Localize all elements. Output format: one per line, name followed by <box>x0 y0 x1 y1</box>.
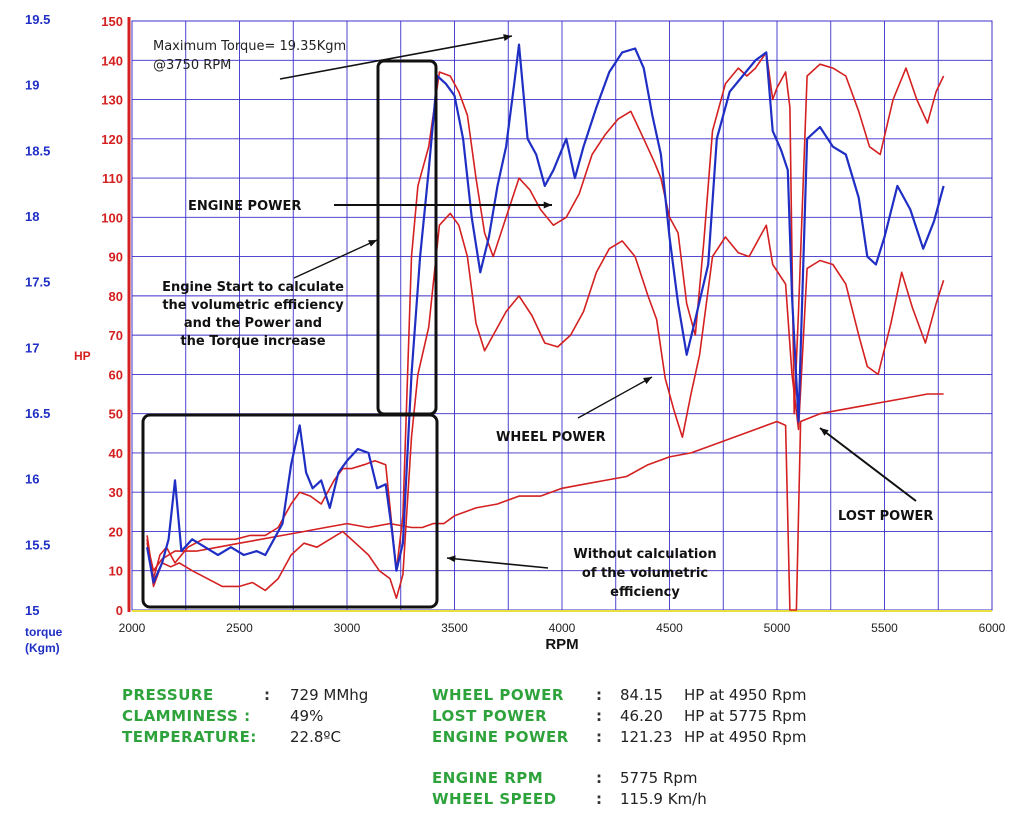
stat-engine-power-colon: : <box>596 728 602 746</box>
x-tick-label: 3000 <box>334 621 361 635</box>
hp-tick-label: 90 <box>109 250 123 265</box>
lost-power-arrow <box>819 427 917 502</box>
wheel-power-arrow-head <box>643 377 652 385</box>
stat-engine-power-unit: HP at 4950 Rpm <box>684 728 807 746</box>
engine-start-label-line: and the Power and <box>184 316 322 331</box>
stat-pressure-label: PRESSURE <box>122 686 214 704</box>
torque-tick-label: 15 <box>25 603 39 618</box>
torque-tick-label: 15.5 <box>25 537 50 552</box>
without-calc-label-line: of the volumetric <box>582 566 708 581</box>
torque-tick-label: 18 <box>25 209 39 224</box>
hp-tick-label: 130 <box>101 93 123 108</box>
torque-axis-label: torque <box>25 625 63 639</box>
without-calc-box <box>141 413 439 609</box>
hp-tick-label: 0 <box>116 603 123 618</box>
hp-tick-label: 140 <box>101 53 123 68</box>
stat-lost-power-label: LOST POWER <box>432 707 548 725</box>
hp-tick-label: 50 <box>109 407 123 422</box>
torque-tick-label: 16 <box>25 472 39 487</box>
stat-wheel-speed-value: 115.9 Km/h <box>620 790 707 808</box>
stat-engine-rpm-colon: : <box>596 769 602 787</box>
stat-lost-power-colon: : <box>596 707 602 725</box>
torque-tick-label: 17.5 <box>25 275 50 290</box>
stat-pressure-value: 729 MMhg <box>290 686 369 704</box>
hp-tick-label: 120 <box>101 132 123 147</box>
torque-tick-label: 16.5 <box>25 406 50 421</box>
dyno-chart: 0 10 20 30 40 50 60 70 80 90 100 110 120 130 140 150 HP 1… <box>25 12 1006 655</box>
wheel-power-label: WHEEL POWER <box>496 430 606 445</box>
stat-clamminess-value: 49% <box>290 707 324 725</box>
stat-lost-power-value: 46.20 <box>620 707 663 725</box>
x-tick-label: 6000 <box>979 621 1006 635</box>
max-torque-label: Maximum Torque= 19.35Kgm <box>153 39 346 54</box>
engine-power-label: ENGINE POWER <box>188 199 301 214</box>
hp-tick-label: 30 <box>109 485 123 500</box>
engine-power-arrow-head <box>543 201 552 209</box>
engine-start-arrow-head <box>368 240 377 247</box>
series-line-1 <box>146 51 945 580</box>
chart-axes: 0 10 20 30 40 50 60 70 80 90 100 110 120 130 140 150 HP 1… <box>25 12 1006 655</box>
torque-tick-label: 19 <box>25 78 39 93</box>
max-torque-arrow-head <box>503 34 512 41</box>
stat-clamminess-label: CLAMMINESS : <box>122 707 251 725</box>
series-line-4 <box>146 43 945 584</box>
torque-tick-label: 18.5 <box>25 143 50 158</box>
stat-wheel-power-colon: : <box>596 686 602 704</box>
x-tick-label: 5000 <box>764 621 791 635</box>
without-calc-arrow-head <box>447 555 456 563</box>
torque-tick-label: 19.5 <box>25 12 50 27</box>
hp-tick-label: 80 <box>109 289 123 304</box>
stat-pressure-colon: : <box>264 686 270 704</box>
without-calc-label-line: efficiency <box>610 585 680 600</box>
hp-tick-label: 110 <box>102 171 123 186</box>
hp-axis-label: HP <box>74 349 91 363</box>
hp-tick-label: 60 <box>109 367 123 382</box>
series-line-3 <box>146 393 944 611</box>
lost-power-label: LOST POWER <box>838 509 933 524</box>
stat-engine-rpm-value: 5775 Rpm <box>620 769 698 787</box>
chart-annotations: Maximum Torque= 19.35Kgm @3750 RPM ENGINE … <box>141 34 933 609</box>
lost-power-arrow-head <box>820 428 829 436</box>
stat-engine-power-value: 121.23 <box>620 728 673 746</box>
torque-axis-unit: (Kgm) <box>25 641 60 655</box>
x-tick-label: 4000 <box>549 621 576 635</box>
hp-tick-label: 10 <box>109 564 123 579</box>
engine-start-label-line: the Torque increase <box>180 334 325 349</box>
stat-lost-power-unit: HP at 5775 Rpm <box>684 707 807 725</box>
torque-tick-label: 17 <box>25 340 39 355</box>
x-tick-label: 5500 <box>871 621 898 635</box>
stat-wheel-power-label: WHEEL POWER <box>432 686 564 704</box>
engine-start-label-line: the volumetric efficiency <box>162 298 344 313</box>
max-torque-arrow <box>279 35 513 80</box>
max-torque-rpm-label: @3750 RPM <box>153 58 231 73</box>
without-calc-arrow <box>446 557 549 569</box>
hp-tick-label: 40 <box>109 446 123 461</box>
stat-wheel-power-value: 84.15 <box>620 686 663 704</box>
engine-start-arrow <box>293 239 378 279</box>
hp-tick-label: 150 <box>101 14 123 29</box>
stat-engine-power-label: ENGINE POWER <box>432 728 569 746</box>
wheel-power-arrow <box>577 376 653 419</box>
engine-start-box <box>376 59 438 416</box>
series-line-2 <box>146 212 945 599</box>
stat-wheel-power-unit: HP at 4950 Rpm <box>684 686 807 704</box>
stat-wheel-speed-colon: : <box>596 790 602 808</box>
chart-series <box>146 43 945 611</box>
without-calc-label-line: Without calculation <box>573 547 716 562</box>
x-tick-label: 2500 <box>226 621 253 635</box>
stat-temperature-value: 22.8ºC <box>290 728 341 746</box>
x-tick-label: 2000 <box>119 621 146 635</box>
stat-wheel-speed-label: WHEEL SPEED <box>432 790 557 808</box>
x-tick-label: 3500 <box>441 621 468 635</box>
hp-tick-label: 20 <box>109 524 123 539</box>
engine-start-label-line: Engine Start to calculate <box>162 280 344 295</box>
hp-tick-label: 70 <box>109 328 123 343</box>
x-axis-label: RPM <box>545 636 578 653</box>
x-tick-label: 4500 <box>656 621 683 635</box>
hp-tick-label: 100 <box>101 210 123 225</box>
stat-temperature-label: TEMPERATURE: <box>122 728 257 746</box>
stat-engine-rpm-label: ENGINE RPM <box>432 769 544 787</box>
